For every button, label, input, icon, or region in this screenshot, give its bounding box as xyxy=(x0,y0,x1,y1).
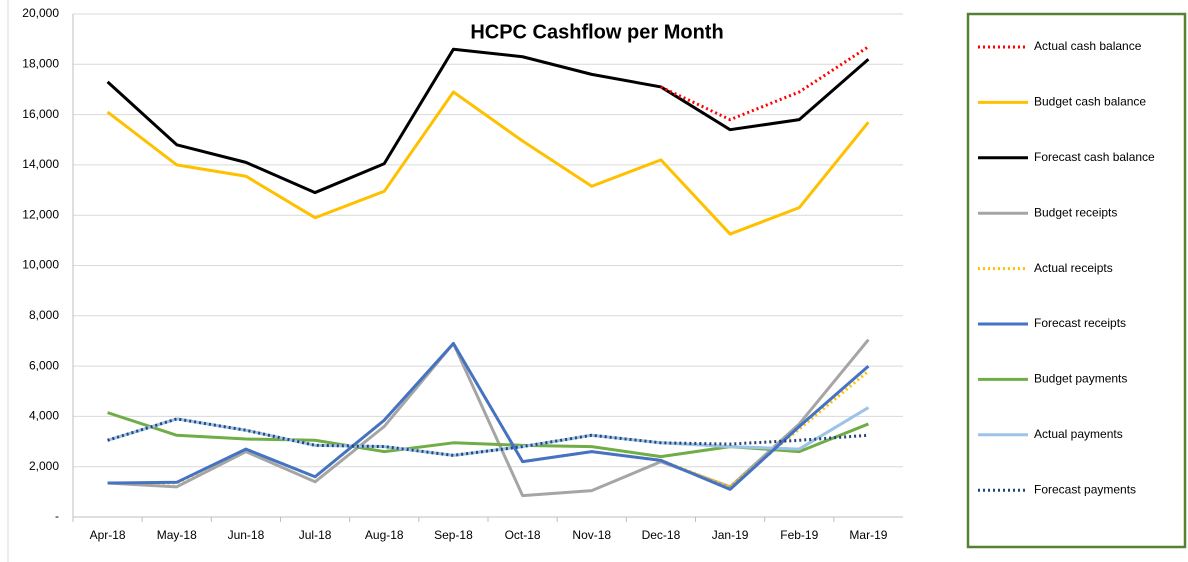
x-tick-label: Nov-18 xyxy=(572,528,611,542)
x-tick-label: May-18 xyxy=(157,528,197,542)
legend-label: Budget payments xyxy=(1034,372,1127,386)
legend-label: Budget cash balance xyxy=(1034,95,1146,109)
series-line xyxy=(660,45,870,122)
x-tick-label: Aug-18 xyxy=(365,528,404,542)
y-tick-label: - xyxy=(55,509,59,523)
legend-label: Actual cash balance xyxy=(1034,39,1142,53)
legend-label: Forecast receipts xyxy=(1034,316,1126,330)
y-tick-label: 6,000 xyxy=(29,358,59,372)
series-line xyxy=(106,47,870,195)
y-tick-label: 16,000 xyxy=(22,107,59,121)
legend-label: Forecast cash balance xyxy=(1034,150,1155,164)
x-tick-label: Sep-18 xyxy=(434,528,473,542)
x-tick-label: Mar-19 xyxy=(849,528,887,542)
y-tick-label: 2,000 xyxy=(29,459,59,473)
x-tick-label: Apr-18 xyxy=(90,528,126,542)
series-line xyxy=(107,338,870,498)
x-tick-label: Jul-18 xyxy=(299,528,332,542)
legend-label: Forecast payments xyxy=(1034,482,1136,496)
x-tick-label: Feb-19 xyxy=(780,528,818,542)
y-tick-label: 18,000 xyxy=(22,56,59,70)
x-tick-label: Dec-18 xyxy=(642,528,681,542)
x-tick-label: Oct-18 xyxy=(505,528,541,542)
legend-label: Actual receipts xyxy=(1034,261,1113,275)
x-tick-label: Jan-19 xyxy=(712,528,749,542)
series-line xyxy=(107,406,870,457)
series-line xyxy=(106,90,870,236)
x-tick-label: Jun-18 xyxy=(228,528,265,542)
y-tick-label: 14,000 xyxy=(22,157,59,171)
series-line xyxy=(107,341,870,491)
series-line xyxy=(107,417,869,457)
y-tick-label: 12,000 xyxy=(22,207,59,221)
legend-label: Actual payments xyxy=(1034,427,1123,441)
y-tick-label: 4,000 xyxy=(29,409,59,423)
y-tick-label: 20,000 xyxy=(22,6,59,20)
legend-label: Budget receipts xyxy=(1034,205,1117,219)
y-tick-label: 10,000 xyxy=(22,258,59,272)
chart-title: HCPC Cashflow per Month xyxy=(470,21,723,43)
y-tick-label: 8,000 xyxy=(29,308,59,322)
